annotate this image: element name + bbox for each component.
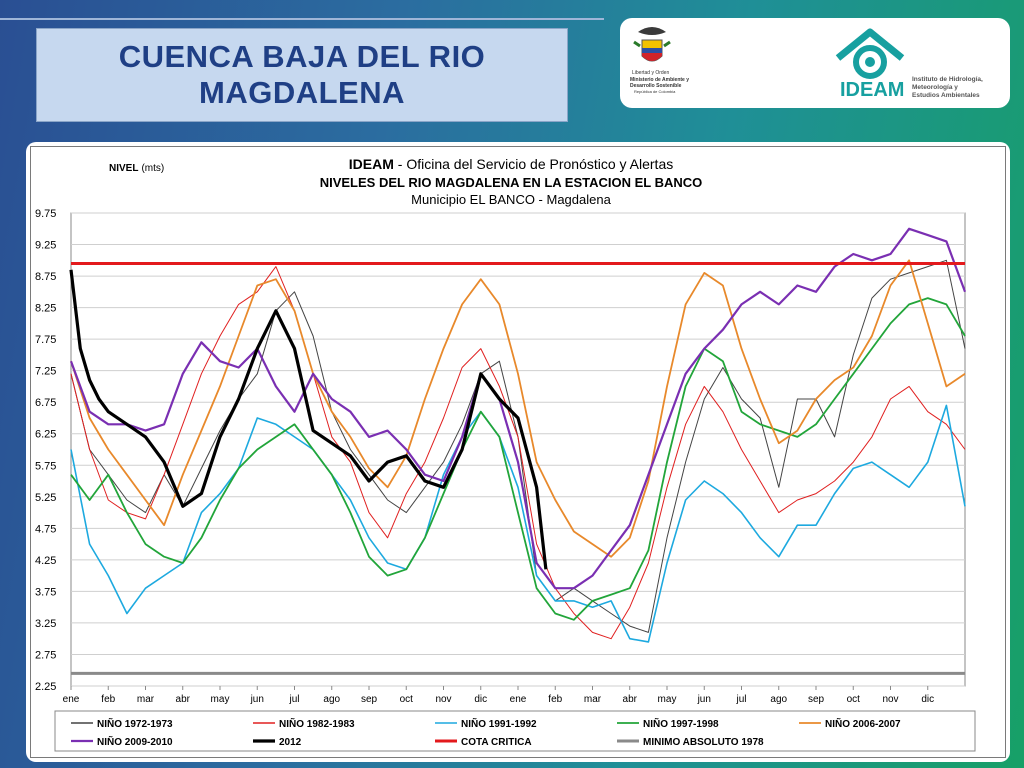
x-tick-label: mar <box>584 694 602 705</box>
logo-panel: Libertad y Orden Ministerio de Ambiente … <box>620 18 1010 108</box>
x-tick-label: may <box>211 694 230 705</box>
y-tick-label: 9.75 <box>35 208 56 220</box>
legend-label: MINIMO ABSOLUTO 1978 <box>643 737 764 748</box>
x-tick-label: ene <box>63 694 80 705</box>
ideam-text-1: Instituto de Hidrología, <box>912 76 983 83</box>
ministry-text-3: Desarrollo Sostenible <box>630 83 682 89</box>
chart-title-org: IDEAM <box>349 156 394 172</box>
y-tick-label: 6.25 <box>35 429 56 441</box>
chart-frame: NIVEL (mts) IDEAM - Oficina del Servicio … <box>30 146 1006 758</box>
y-tick-label: 7.25 <box>35 366 56 378</box>
chart-title-rest: - Oficina del Servicio de Pronóstico y A… <box>394 156 673 172</box>
x-tick-label: jun <box>697 694 711 705</box>
y-axis-label-bold: NIVEL <box>109 163 138 174</box>
series-line-6 <box>69 269 548 570</box>
ideam-logo-icon <box>835 28 905 79</box>
y-tick-label: 8.25 <box>35 303 56 315</box>
x-tick-label: dic <box>474 694 487 705</box>
line-chart: NIVEL (mts) IDEAM - Oficina del Servicio … <box>35 156 976 752</box>
legend-label: NIÑO 1972-1973 <box>97 717 173 730</box>
x-tick-label: ene <box>510 694 527 705</box>
legend-label: NIÑO 1997-1998 <box>643 717 719 730</box>
y-tick-label: 4.25 <box>35 555 56 567</box>
slide-title-line2: MAGDALENA <box>199 75 405 110</box>
x-tick-label: oct <box>400 694 414 705</box>
y-axis-label: NIVEL (mts) <box>109 163 164 174</box>
legend-label: NIÑO 2006-2007 <box>825 717 901 730</box>
slide-title-box: CUENCA BAJA DEL RIO MAGDALENA <box>36 28 568 122</box>
ministry-text-1: Libertad y Orden <box>632 70 669 76</box>
series-line-4 <box>70 259 966 558</box>
x-tick-label: may <box>658 694 677 705</box>
y-tick-label: 5.75 <box>35 460 56 472</box>
x-tick-label: sep <box>361 694 378 705</box>
y-tick-label: 3.75 <box>35 586 56 598</box>
chart-title-2: NIVELES DEL RIO MAGDALENA EN LA ESTACION… <box>320 175 703 190</box>
y-tick-label: 8.75 <box>35 271 56 283</box>
y-tick-label: 5.25 <box>35 492 56 504</box>
legend <box>54 710 976 752</box>
y-tick-labels: 2.25 2.75 3.25 3.75 4.25 4.75 5.25 5.75 6.25 6.75… <box>35 208 56 693</box>
chart-subtitle: Municipio EL BANCO - Magdalena <box>411 192 611 207</box>
x-tick-label: feb <box>548 694 562 705</box>
y-tick-label: 7.75 <box>35 334 56 346</box>
x-tick-label: jul <box>288 694 299 705</box>
x-tick-labels: ene feb mar abr may jun jul ago sep oct nov dic ene f… <box>63 694 934 705</box>
logos-svg: Libertad y Orden Ministerio de Ambiente … <box>630 27 983 101</box>
ideam-text-3: Estudios Ambientales <box>912 92 980 99</box>
legend-entries: NIÑO 1972-1973 NIÑO 1982-1983 NIÑO 1991-19… <box>71 717 901 748</box>
y-tick-label: 2.25 <box>35 681 56 693</box>
chart-title: IDEAM - Oficina del Servicio de Pronósti… <box>349 156 673 172</box>
y-tick-label: 2.75 <box>35 649 56 661</box>
legend-label: 2012 <box>279 737 302 748</box>
x-tick-label: sep <box>808 694 825 705</box>
x-tick-label: abr <box>176 694 191 705</box>
series-line-3 <box>70 297 966 621</box>
ministry-text-4: República de Colombia <box>634 89 676 94</box>
plot-area <box>70 212 966 687</box>
ideam-name: IDEAM <box>840 79 904 101</box>
x-tick-label: dic <box>921 694 934 705</box>
x-tick-label: abr <box>623 694 638 705</box>
x-tick-label: oct <box>847 694 861 705</box>
x-tick-label: nov <box>435 694 451 705</box>
legend-label: COTA CRITICA <box>461 737 532 748</box>
series-line-1 <box>70 266 966 640</box>
x-tick-label: mar <box>137 694 155 705</box>
x-tick-label: jun <box>250 694 264 705</box>
series-line-5 <box>69 227 967 590</box>
ministry-text-2: Ministerio de Ambiente y <box>630 77 689 83</box>
ideam-text-2: Meteorología y <box>912 84 958 91</box>
chart-card: NIVEL (mts) IDEAM - Oficina del Servicio … <box>26 142 1010 762</box>
header-rule <box>0 18 604 20</box>
legend-label: NIÑO 2009-2010 <box>97 735 173 748</box>
series-lines <box>69 227 967 675</box>
colombia-coat-of-arms-icon <box>633 27 671 62</box>
y-tick-label: 3.25 <box>35 618 56 630</box>
legend-label: NIÑO 1991-1992 <box>461 717 537 730</box>
y-axis-label-unit: (mts) <box>141 163 164 174</box>
y-tick-label: 4.75 <box>35 523 56 535</box>
y-tick-label: 9.25 <box>35 240 56 252</box>
y-tick-label: 6.75 <box>35 397 56 409</box>
x-tick-label: jul <box>735 694 746 705</box>
series-line-2 <box>70 404 966 643</box>
x-tick-label: ago <box>770 694 787 705</box>
x-tick-label: nov <box>882 694 898 705</box>
x-tick-label: feb <box>101 694 115 705</box>
slide-title-line1: CUENCA BAJA DEL RIO <box>118 39 486 74</box>
x-tick-label: ago <box>323 694 340 705</box>
legend-label: NIÑO 1982-1983 <box>279 717 355 730</box>
